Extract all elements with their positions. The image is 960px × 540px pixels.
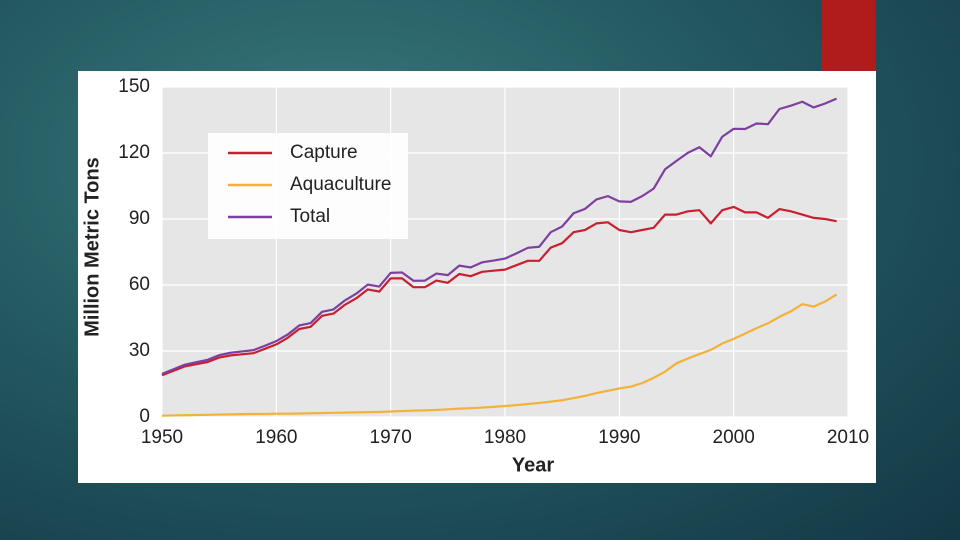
x-axis-label: Year xyxy=(512,454,554,476)
x-tick-label: 1990 xyxy=(598,427,640,448)
y-tick-label: 30 xyxy=(129,340,150,361)
x-tick-label: 1980 xyxy=(484,427,526,448)
x-tick-label: 1970 xyxy=(370,427,412,448)
y-tick-label: 150 xyxy=(118,76,150,97)
x-tick-label: 1950 xyxy=(141,427,183,448)
x-tick-label: 2000 xyxy=(713,427,755,448)
y-axis-label: Million Metric Tons xyxy=(81,157,103,337)
line-series xyxy=(161,293,838,417)
y-tick-label: 60 xyxy=(129,274,150,295)
x-tick-label: 2010 xyxy=(827,427,869,448)
legend-label: Capture xyxy=(290,142,358,163)
line-series xyxy=(161,97,837,375)
y-tick-label: 0 xyxy=(139,406,150,427)
y-tick-label: 90 xyxy=(129,208,150,229)
y-tick-label: 120 xyxy=(118,142,150,163)
x-tick-label: 1960 xyxy=(255,427,297,448)
line-series xyxy=(161,205,837,377)
legend-label: Total xyxy=(290,206,330,227)
accent-bar xyxy=(822,0,876,71)
legend-label: Aquaculture xyxy=(290,174,391,195)
